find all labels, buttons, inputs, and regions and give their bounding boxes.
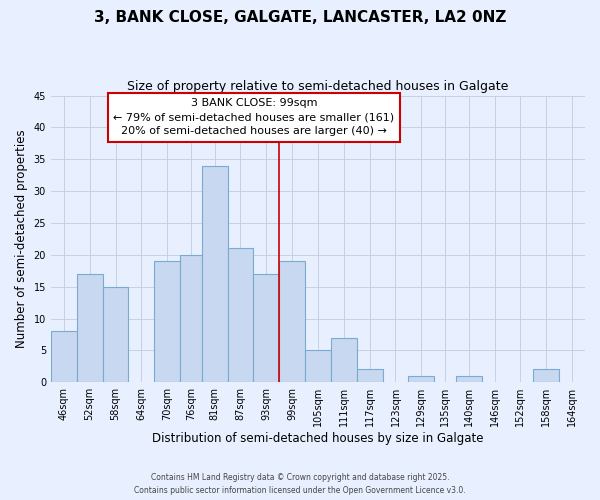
Text: Contains HM Land Registry data © Crown copyright and database right 2025.
Contai: Contains HM Land Registry data © Crown c… <box>134 474 466 495</box>
Bar <box>331 338 357 382</box>
Bar <box>227 248 253 382</box>
Bar <box>305 350 331 382</box>
Bar <box>456 376 482 382</box>
Text: 3, BANK CLOSE, GALGATE, LANCASTER, LA2 0NZ: 3, BANK CLOSE, GALGATE, LANCASTER, LA2 0… <box>94 10 506 25</box>
Bar <box>533 370 559 382</box>
Bar <box>202 166 227 382</box>
Title: Size of property relative to semi-detached houses in Galgate: Size of property relative to semi-detach… <box>127 80 509 93</box>
Y-axis label: Number of semi-detached properties: Number of semi-detached properties <box>15 130 28 348</box>
Bar <box>253 274 279 382</box>
Text: 3 BANK CLOSE: 99sqm
← 79% of semi-detached houses are smaller (161)
20% of semi-: 3 BANK CLOSE: 99sqm ← 79% of semi-detach… <box>113 98 394 136</box>
Bar <box>51 331 77 382</box>
X-axis label: Distribution of semi-detached houses by size in Galgate: Distribution of semi-detached houses by … <box>152 432 484 445</box>
Bar <box>154 261 180 382</box>
Bar <box>357 370 383 382</box>
Bar <box>103 286 128 382</box>
Bar <box>77 274 103 382</box>
Bar <box>180 255 202 382</box>
Bar <box>279 261 305 382</box>
Bar <box>409 376 434 382</box>
